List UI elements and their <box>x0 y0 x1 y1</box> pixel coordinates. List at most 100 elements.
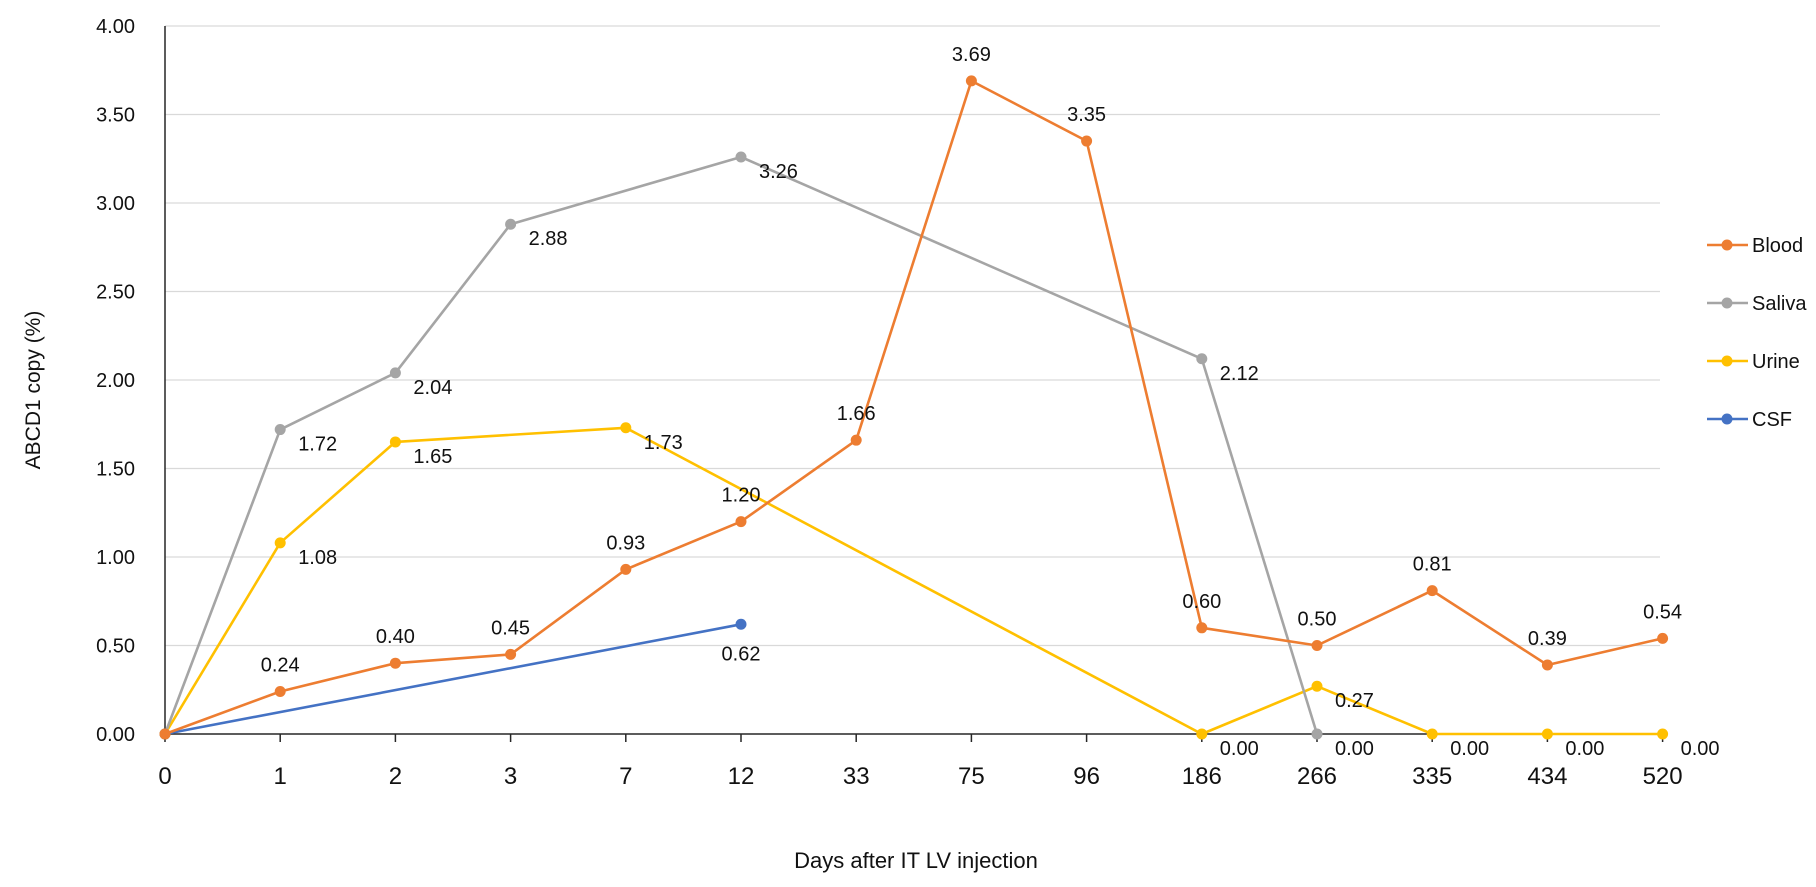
y-tick-label: 1.50 <box>96 459 135 481</box>
data-point-saliva <box>1196 353 1208 365</box>
data-point-blood <box>735 516 747 528</box>
data-point-blood <box>1657 632 1669 644</box>
y-tick-label: 2.50 <box>96 282 135 304</box>
y-tick-label: 2.00 <box>96 370 135 392</box>
data-labels: 0.24 0.40 0.45 0.93 1.20 1.66 3.69 3.35 0.60 0.50… <box>261 44 1720 760</box>
data-point-blood <box>274 686 286 698</box>
data-point-saliva <box>505 218 517 230</box>
x-tick-label: 96 <box>1073 763 1100 790</box>
data-label-blood: 0.54 <box>1643 601 1682 623</box>
y-tick-label: 1.00 <box>96 547 135 569</box>
x-tick-label: 75 <box>958 763 985 790</box>
data-point-urine <box>274 537 286 549</box>
data-label-blood: 0.39 <box>1528 628 1567 650</box>
data-label-saliva: 1.72 <box>298 434 337 456</box>
data-point-blood <box>389 657 401 669</box>
data-label-blood: 0.50 <box>1298 609 1337 631</box>
x-tick-label: 186 <box>1182 763 1222 790</box>
data-point-blood <box>159 728 171 740</box>
y-tick-label: 3.50 <box>96 105 135 127</box>
data-label-urine: 1.08 <box>298 547 337 569</box>
data-point-urine <box>1311 680 1323 692</box>
data-point-blood <box>1311 640 1323 651</box>
data-point-blood <box>850 434 862 446</box>
data-label-urine: 1.73 <box>644 432 683 454</box>
data-label-saliva: 0.00 <box>1335 738 1374 760</box>
data-label-blood: 1.20 <box>722 485 761 507</box>
data-label-blood: 0.24 <box>261 655 300 677</box>
data-label-urine: 0.27 <box>1335 690 1374 712</box>
gridlines <box>165 25 1660 647</box>
x-tick-label: 12 <box>728 763 755 790</box>
data-point-csf <box>735 618 747 630</box>
y-tick-label: 0.50 <box>96 636 135 658</box>
data-label-saliva: 3.26 <box>759 161 798 183</box>
data-label-blood: 0.81 <box>1413 554 1452 576</box>
data-point-saliva <box>274 424 286 436</box>
data-point-urine <box>1196 728 1208 740</box>
data-point-saliva <box>389 367 401 379</box>
data-label-blood: 1.66 <box>837 403 876 425</box>
data-label-saliva: 2.12 <box>1220 363 1259 385</box>
legend-label-csf: CSF <box>1752 409 1792 431</box>
x-tick-label: 520 <box>1643 763 1683 790</box>
legend-marker-saliva <box>1721 297 1733 309</box>
legend: Blood Saliva Urine CSF <box>1707 235 1807 431</box>
data-label-blood: 0.40 <box>376 626 415 648</box>
data-label-blood: 0.45 <box>491 617 530 639</box>
data-point-blood <box>1541 659 1553 671</box>
legend-marker-blood <box>1721 239 1733 251</box>
x-axis-title: Days after IT LV injection <box>794 848 1038 873</box>
series-lines <box>159 75 1669 740</box>
data-point-urine <box>389 436 401 448</box>
data-point-blood <box>1196 622 1208 634</box>
data-point-urine <box>1541 728 1553 740</box>
x-tick-label: 2 <box>389 763 402 790</box>
x-tick-label: 33 <box>843 763 870 790</box>
data-label-urine: 0.00 <box>1450 738 1489 760</box>
series-line-urine <box>163 426 1663 736</box>
data-point-blood <box>965 75 977 87</box>
y-axis-title: ABCD1 copy (%) <box>22 311 45 470</box>
data-label-urine: 0.00 <box>1220 738 1259 760</box>
data-point-saliva <box>735 151 747 163</box>
data-label-blood: 0.93 <box>606 532 645 554</box>
data-point-blood <box>505 648 517 660</box>
data-point-urine <box>620 422 632 434</box>
data-label-blood: 3.35 <box>1067 104 1106 126</box>
x-tick-label: 7 <box>619 763 632 790</box>
data-point-blood <box>1081 135 1093 147</box>
x-tick-label: 1 <box>274 763 287 790</box>
y-tick-label: 4.00 <box>96 16 135 38</box>
x-tick-label: 0 <box>158 763 171 790</box>
legend-marker-urine <box>1721 355 1733 367</box>
y-tick-label: 0.00 <box>96 724 135 746</box>
data-point-blood <box>620 563 632 575</box>
axes: 0.000.501.001.502.002.503.003.504.000 1 2 3… <box>96 16 1683 790</box>
data-label-blood: 0.60 <box>1182 591 1221 613</box>
legend-marker-csf <box>1721 413 1733 425</box>
data-label-urine: 0.00 <box>1681 738 1720 760</box>
legend-label-blood: Blood <box>1752 235 1803 257</box>
x-tick-label: 266 <box>1297 763 1337 790</box>
legend-label-saliva: Saliva <box>1752 293 1807 315</box>
x-tick-label: 335 <box>1412 763 1452 790</box>
series-line-blood <box>164 79 1663 736</box>
legend-label-urine: Urine <box>1752 351 1800 373</box>
x-tick-label: 3 <box>504 763 517 790</box>
data-point-urine <box>1657 728 1669 740</box>
x-tick-label: 434 <box>1527 763 1567 790</box>
y-tick-label: 3.00 <box>96 193 135 215</box>
data-label-urine: 1.65 <box>413 446 452 468</box>
data-point-saliva <box>1311 728 1323 740</box>
series-line-csf <box>164 623 742 736</box>
data-label-blood: 3.69 <box>952 44 991 66</box>
data-label-urine: 0.00 <box>1565 738 1604 760</box>
data-label-csf: 0.62 <box>722 643 761 665</box>
data-label-saliva: 2.04 <box>413 377 452 399</box>
data-point-blood <box>1426 585 1438 597</box>
data-point-urine <box>1426 728 1438 740</box>
data-label-saliva: 2.88 <box>529 228 568 250</box>
